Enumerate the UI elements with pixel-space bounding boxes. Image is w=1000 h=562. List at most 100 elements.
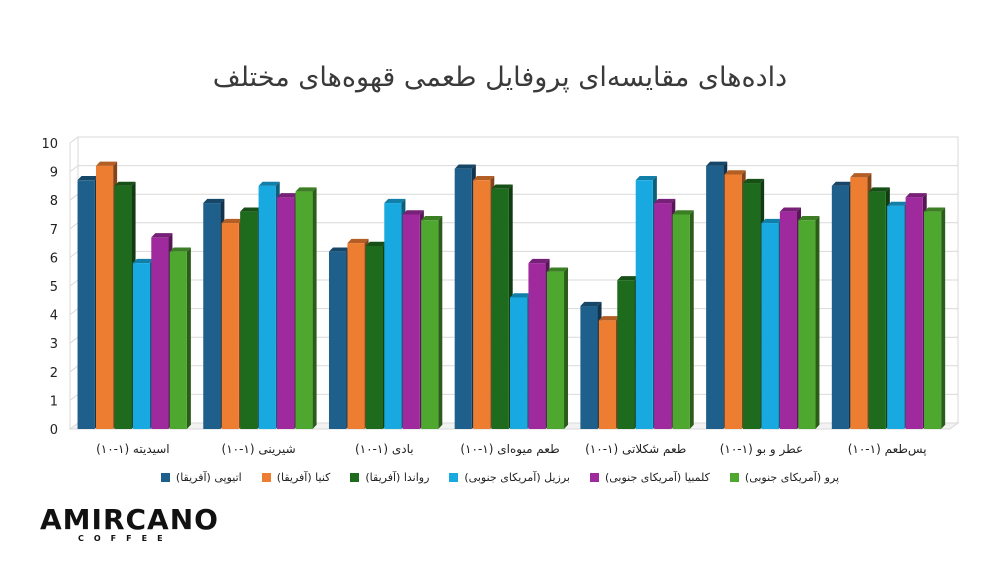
x-category-label: طعم شکلاتی (۱-۱۰) [585, 442, 686, 456]
logo-subtext: COFFEE [78, 534, 173, 543]
bar [510, 293, 532, 429]
bar-top [924, 207, 946, 212]
legend-swatch [350, 473, 360, 482]
bar-front [221, 223, 239, 429]
bar-side [312, 187, 317, 429]
bar [635, 175, 657, 429]
bar [798, 216, 820, 429]
bar-front [546, 271, 565, 429]
bar-front [924, 211, 942, 429]
bar-top [240, 207, 262, 212]
bar-top [203, 198, 225, 204]
legend-label: پرو (آمریکای جنوبی) [744, 471, 840, 484]
gridline-diag [69, 165, 79, 173]
bar-top [132, 258, 155, 264]
bar [528, 258, 550, 429]
gridline-diag [69, 365, 79, 373]
brand-logo: AMIRCANO COFFEE [40, 506, 220, 544]
legend-label: کلمبیا (آمریکای جنوبی) [604, 471, 710, 484]
bar-front [528, 263, 546, 429]
bar-front [672, 214, 690, 429]
legend-swatch [449, 473, 459, 482]
y-tick-label: 4 [50, 309, 58, 324]
bar-top [421, 216, 443, 221]
bar-top [779, 207, 802, 212]
bar-top [905, 193, 927, 198]
bar-top [169, 247, 191, 252]
bar-front [887, 205, 905, 429]
bar-front [365, 245, 383, 429]
bar-front [905, 197, 923, 429]
y-tick-label: 6 [50, 251, 58, 266]
legend-swatch [261, 473, 271, 482]
bar [580, 301, 602, 429]
bar-side [564, 267, 569, 429]
legend-item: کنیا (آفریقا) [261, 471, 330, 484]
legend-swatch [729, 473, 739, 482]
bar-front [706, 165, 724, 429]
bar [240, 207, 262, 429]
x-category-label: اسیدیته (۱-۱۰) [96, 442, 170, 456]
bar [868, 187, 890, 429]
bar-top [546, 267, 569, 272]
bar [347, 238, 369, 429]
bar-front [635, 180, 653, 429]
bar-top [277, 193, 299, 198]
bar-front [617, 280, 635, 429]
y-tick-label: 8 [50, 194, 58, 209]
bar-top [454, 164, 476, 169]
bar [365, 241, 387, 429]
bar-front [328, 251, 347, 429]
bar-front [510, 297, 528, 429]
legend-swatch [589, 473, 599, 482]
bar-top [473, 175, 495, 181]
x-category-label: طعم میوه‌ای (۱-۱۰) [460, 442, 559, 457]
bar [491, 184, 513, 429]
bar-top [635, 175, 657, 181]
bar-front [258, 185, 276, 429]
legend-label: اتیوپی (آفریقا) [175, 471, 242, 484]
bar-top [724, 170, 746, 175]
bar-top [580, 301, 602, 307]
bar [887, 201, 909, 429]
bar-front [114, 185, 132, 429]
bar-front [850, 177, 868, 429]
bar [473, 175, 495, 429]
bar [328, 247, 351, 429]
bar-front [77, 180, 95, 429]
legend: اتیوپی (آفریقا) کنیا (آفریقا) رواندا (آفری… [0, 471, 1000, 484]
bar [295, 187, 317, 429]
bar [831, 181, 853, 429]
bar-front [132, 263, 151, 429]
bar-top [831, 181, 853, 186]
bar [402, 210, 424, 429]
bar [672, 210, 694, 429]
bar [114, 181, 136, 429]
legend-label: رواندا (آفریقا) [365, 471, 430, 484]
bar-front [654, 203, 672, 429]
bar-front [402, 214, 420, 429]
bar-top [868, 187, 890, 192]
bar-front [203, 203, 221, 429]
legend-swatch [160, 473, 170, 482]
bar-front [779, 211, 798, 429]
bar-top [672, 210, 694, 215]
bar-top [114, 181, 136, 186]
gridline-diag [69, 193, 79, 201]
bar-top [491, 184, 513, 189]
bar-front [724, 174, 742, 429]
bar [905, 193, 927, 429]
bar [724, 170, 746, 429]
legend-item: اتیوپی (آفریقا) [160, 471, 242, 484]
legend-item: پرو (آمریکای جنوبی) [729, 471, 840, 484]
y-tick-label: 10 [41, 137, 58, 152]
bar-side [689, 210, 694, 429]
y-tick-label: 2 [50, 366, 58, 381]
bar-top [798, 216, 820, 221]
bar [742, 178, 765, 429]
gridline-diag [69, 336, 79, 344]
gridline-diag [69, 250, 79, 258]
bar-front [473, 180, 491, 429]
bar [384, 198, 406, 429]
